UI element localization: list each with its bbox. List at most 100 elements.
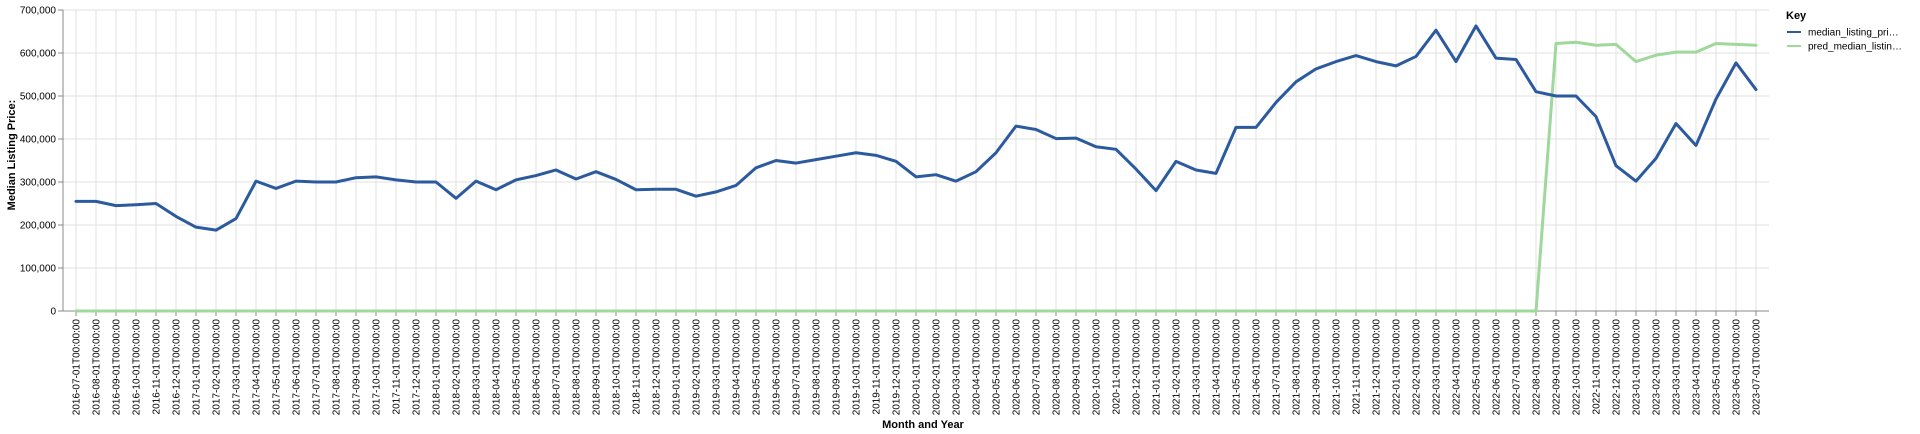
x-tick-label: 2019-02-01T00:00:00 (692, 319, 703, 416)
y-tick-label: 200,000 (20, 221, 57, 232)
x-tick-label: 2019-06-01T00:00:00 (772, 319, 783, 416)
x-tick-label: 2021-05-01T00:00:00 (1232, 319, 1243, 416)
x-tick-label: 2022-06-01T00:00:00 (1492, 319, 1503, 416)
y-axis-title: Median Listing Price: (6, 100, 18, 211)
x-tick-label: 2017-04-01T00:00:00 (252, 319, 263, 416)
x-tick-label: 2021-09-01T00:00:00 (1312, 319, 1323, 416)
x-tick-label: 2021-01-01T00:00:00 (1152, 319, 1163, 416)
x-tick-label: 2023-04-01T00:00:00 (1692, 319, 1703, 416)
series-line-pred-median-listin (74, 40, 1758, 313)
x-tick-label: 2019-09-01T00:00:00 (832, 319, 843, 416)
y-tick-label: 500,000 (20, 92, 57, 103)
x-tick-label: 2020-06-01T00:00:00 (1012, 319, 1023, 416)
x-tick-label: 2019-12-01T00:00:00 (892, 319, 903, 416)
x-tick-label: 2020-04-01T00:00:00 (972, 319, 983, 416)
x-tick-label: 2018-06-01T00:00:00 (532, 319, 543, 416)
x-tick-label: 2020-08-01T00:00:00 (1052, 319, 1063, 416)
x-tick-label: 2018-04-01T00:00:00 (492, 319, 503, 416)
x-tick-label: 2016-11-01T00:00:00 (152, 319, 163, 415)
y-tick-label: 0 (50, 307, 56, 318)
x-tick-label: 2020-05-01T00:00:00 (992, 319, 1003, 416)
series-line-median-listing-pri (74, 24, 1758, 232)
y-axis: 0 100,000 200,000 300,000 400,000 500,000 600,… (20, 6, 64, 318)
x-tick-label: 2020-09-01T00:00:00 (1072, 319, 1083, 416)
x-tick-label: 2022-05-01T00:00:00 (1472, 319, 1483, 416)
y-tick-label: 300,000 (20, 178, 57, 189)
x-tick-label: 2023-07-01T00:00:00 (1752, 319, 1763, 416)
x-tick-label: 2022-10-01T00:00:00 (1572, 319, 1583, 416)
x-tick-label: 2019-07-01T00:00:00 (792, 319, 803, 416)
legend-title: Key (1786, 10, 1807, 22)
y-tick-label: 600,000 (20, 49, 57, 60)
x-tick-label: 2019-03-01T00:00:00 (712, 319, 723, 416)
x-tick-label: 2018-10-01T00:00:00 (612, 319, 623, 416)
x-tick-label: 2017-09-01T00:00:00 (352, 319, 363, 416)
x-tick-label: 2017-06-01T00:00:00 (292, 319, 303, 416)
x-tick-label: 2019-01-01T00:00:00 (672, 319, 683, 416)
x-tick-label: 2022-12-01T00:00:00 (1612, 319, 1623, 416)
x-axis: 2016-07-01T00:00:00 2016-08-01T00:00:00 20… (63, 310, 1769, 416)
x-tick-label: 2022-01-01T00:00:00 (1392, 319, 1403, 416)
y-tick-label: 100,000 (20, 264, 57, 275)
x-tick-label: 2022-11-01T00:00:00 (1592, 319, 1603, 415)
x-tick-label: 2020-07-01T00:00:00 (1032, 319, 1043, 416)
x-tick-label: 2021-11-01T00:00:00 (1352, 319, 1363, 415)
grid-lines (63, 9, 1769, 312)
x-tick-label: 2019-10-01T00:00:00 (852, 319, 863, 416)
y-tick-label: 700,000 (20, 6, 57, 17)
x-tick-label: 2018-09-01T00:00:00 (592, 319, 603, 416)
x-tick-label: 2017-11-01T00:00:00 (392, 319, 403, 415)
x-tick-label: 2017-02-01T00:00:00 (212, 319, 223, 416)
x-tick-label: 2017-10-01T00:00:00 (372, 319, 383, 416)
x-tick-label: 2017-12-01T00:00:00 (412, 319, 423, 416)
x-tick-label: 2019-08-01T00:00:00 (812, 319, 823, 416)
x-tick-label: 2023-02-01T00:00:00 (1652, 319, 1663, 416)
x-tick-label: 2021-03-01T00:00:00 (1192, 319, 1203, 416)
x-tick-label: 2022-08-01T00:00:00 (1532, 319, 1543, 416)
x-tick-label: 2018-08-01T00:00:00 (572, 319, 583, 416)
x-tick-label: 2018-02-01T00:00:00 (452, 319, 463, 416)
x-tick-label: 2018-11-01T00:00:00 (632, 319, 643, 415)
x-tick-label: 2023-03-01T00:00:00 (1672, 319, 1683, 416)
legend-label: pred_median_listin… (1808, 42, 1902, 53)
x-tick-label: 2022-04-01T00:00:00 (1452, 319, 1463, 416)
x-tick-label: 2021-02-01T00:00:00 (1172, 319, 1183, 416)
x-tick-label: 2017-03-01T00:00:00 (232, 319, 243, 416)
x-tick-label: 2020-03-01T00:00:00 (952, 319, 963, 416)
x-tick-label: 2016-09-01T00:00:00 (112, 319, 123, 416)
x-tick-label: 2022-09-01T00:00:00 (1552, 319, 1563, 416)
x-tick-label: 2023-06-01T00:00:00 (1732, 319, 1743, 416)
x-tick-label: 2020-01-01T00:00:00 (912, 319, 923, 416)
x-tick-label: 2021-12-01T00:00:00 (1372, 319, 1383, 416)
x-tick-label: 2020-12-01T00:00:00 (1132, 319, 1143, 416)
x-axis-title: Month and Year (882, 419, 964, 431)
series-layer (74, 24, 1758, 313)
x-tick-label: 2021-08-01T00:00:00 (1292, 319, 1303, 416)
x-tick-label: 2019-04-01T00:00:00 (732, 319, 743, 416)
x-tick-label: 2020-11-01T00:00:00 (1112, 319, 1123, 415)
x-tick-label: 2016-08-01T00:00:00 (92, 319, 103, 416)
x-tick-label: 2020-10-01T00:00:00 (1092, 319, 1103, 416)
x-tick-label: 2022-02-01T00:00:00 (1412, 319, 1423, 416)
x-tick-label: 2018-07-01T00:00:00 (552, 319, 563, 416)
x-tick-label: 2017-08-01T00:00:00 (332, 319, 343, 416)
x-tick-label: 2022-03-01T00:00:00 (1432, 319, 1443, 416)
x-tick-label: 2017-07-01T00:00:00 (312, 319, 323, 416)
x-tick-label: 2016-10-01T00:00:00 (132, 319, 143, 416)
x-tick-label: 2019-05-01T00:00:00 (752, 319, 763, 416)
x-tick-label: 2021-10-01T00:00:00 (1332, 319, 1343, 416)
y-tick-label: 400,000 (20, 135, 57, 146)
x-tick-label: 2023-01-01T00:00:00 (1632, 319, 1643, 416)
x-tick-label: 2018-01-01T00:00:00 (432, 319, 443, 416)
legend: Key median_listing_pri… pred_median_listi… (1786, 10, 1902, 53)
legend-label: median_listing_pri… (1808, 28, 1899, 39)
x-tick-label: 2021-06-01T00:00:00 (1252, 319, 1263, 416)
x-tick-label: 2019-11-01T00:00:00 (872, 319, 883, 415)
x-tick-label: 2020-02-01T00:00:00 (932, 319, 943, 416)
x-tick-label: 2018-03-01T00:00:00 (472, 319, 483, 416)
legend-item: pred_median_listin… (1787, 42, 1902, 53)
x-tick-label: 2017-01-01T00:00:00 (192, 319, 203, 416)
x-tick-label: 2017-05-01T00:00:00 (272, 319, 283, 416)
x-tick-label: 2023-05-01T00:00:00 (1712, 319, 1723, 416)
x-tick-label: 2016-07-01T00:00:00 (72, 319, 83, 416)
